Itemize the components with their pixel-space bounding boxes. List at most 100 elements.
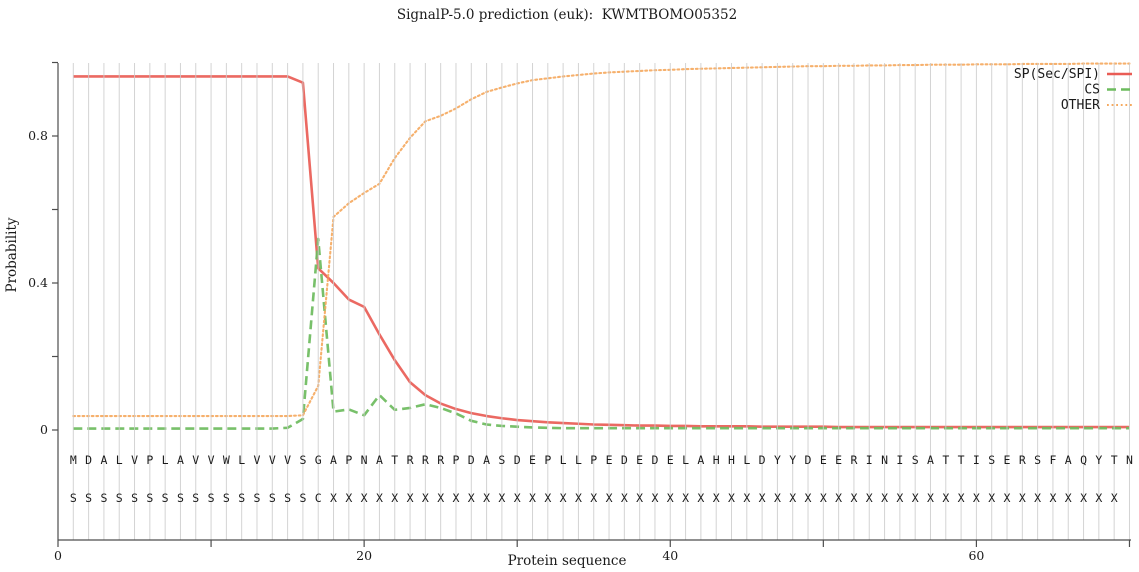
sequence-letter: P [453,453,460,467]
marker-letter: X [1095,491,1102,505]
sequence-letter: D [759,453,766,467]
marker-letter: X [621,491,628,505]
sequence-letter: F [1049,453,1056,467]
y-tick-label: 0 [40,422,48,437]
sequence-letter: G [315,453,322,467]
marker-letter: X [728,491,735,505]
marker-letter: X [697,491,704,505]
marker-letter: X [544,491,551,505]
marker-letter: X [682,491,689,505]
sequence-letter: P [345,453,352,467]
x-axis-label: Protein sequence [508,553,627,569]
marker-letter: X [376,491,383,505]
sequence-letter: P [146,453,153,467]
marker-letter: X [651,491,658,505]
sequence-letter: Y [774,453,781,467]
sequence-letter: E [820,453,827,467]
sequence-letter: D [468,453,475,467]
sequence-letter: A [697,453,704,467]
legend-label-other: OTHER [1061,98,1100,113]
marker-letter: X [560,491,567,505]
sequence-letter: D [621,453,628,467]
sequence-letter: A [100,453,107,467]
marker-letter: X [345,491,352,505]
marker-letter: S [208,491,215,505]
series-line-cs [73,237,1130,430]
sequence-letter: L [575,453,582,467]
marker-letter: X [606,491,613,505]
sequence-letter: V [254,453,261,467]
sequence-letter: A [927,453,934,467]
sequence-letter: S [912,453,919,467]
marker-letter: X [1004,491,1011,505]
sequence-letter: P [590,453,597,467]
sequence-letter: S [498,453,505,467]
sequence-letter: Y [789,453,796,467]
marker-letter: X [988,491,995,505]
sequence-letter: S [299,453,306,467]
sequence-letter: E [529,453,536,467]
marker-letter: X [927,491,934,505]
legend-label-cs: CS [1084,83,1100,98]
marker-letter: X [453,491,460,505]
marker-letter: X [743,491,750,505]
sequence-letter: V [269,453,276,467]
sequence-letter: E [606,453,613,467]
marker-letter: S [177,491,184,505]
marker-letter: X [713,491,720,505]
marker-letter: S [192,491,199,505]
sequence-letter: V [208,453,215,467]
marker-letter: X [789,491,796,505]
sequence-letter: T [391,453,398,467]
marker-letter: X [575,491,582,505]
sequence-letter: L [162,453,169,467]
marker-letter: X [422,491,429,505]
sequence-letter: P [544,453,551,467]
sequence-letter: A [330,453,337,467]
sequence-letter: R [1019,453,1026,467]
sequence-letter: H [713,453,720,467]
y-tick-label: 0.8 [28,128,48,143]
y-axis-label: Probability [4,217,20,292]
marker-letter: X [1080,491,1087,505]
marker-letter: S [116,491,123,505]
sequence-letter: I [973,453,980,467]
sequence-letter: D [651,453,658,467]
marker-letter: X [1049,491,1056,505]
sequence-letter: A [376,453,383,467]
sequence-letter: I [896,453,903,467]
sequence-letter: R [422,453,429,467]
marker-letter: X [896,491,903,505]
sequence-letter: Q [1080,453,1087,467]
sequence-letter: T [958,453,965,467]
marker-letter: X [468,491,475,505]
marker-letter: X [805,491,812,505]
marker-letter: C [315,491,322,505]
marker-letter: X [835,491,842,505]
sequence-letter: T [1111,453,1118,467]
sequence-letter: I [866,453,873,467]
marker-letter: X [1111,491,1118,505]
legend-label-sp: SP(Sec/SPI) [1014,67,1100,82]
sequence-letter: R [407,453,414,467]
sequence-letter: D [85,453,92,467]
sequence-letter: E [835,453,842,467]
marker-letter: X [330,491,337,505]
sequence-letter: V [131,453,138,467]
marker-letter: S [100,491,107,505]
sequence-letter: N [881,453,888,467]
marker-letter: S [223,491,230,505]
sequence-letter: E [1004,453,1011,467]
sequence-letter: R [437,453,444,467]
marker-letter: X [498,491,505,505]
marker-letter: S [299,491,306,505]
sequence-letter: V [284,453,291,467]
axis-layer: 0 20 40 60 0 0.4 0.8 [28,61,1131,563]
x-tick-label: 40 [662,548,678,563]
marker-letter: X [958,491,965,505]
marker-letter: S [70,491,77,505]
sequence-letter: H [728,453,735,467]
marker-letter: S [238,491,245,505]
